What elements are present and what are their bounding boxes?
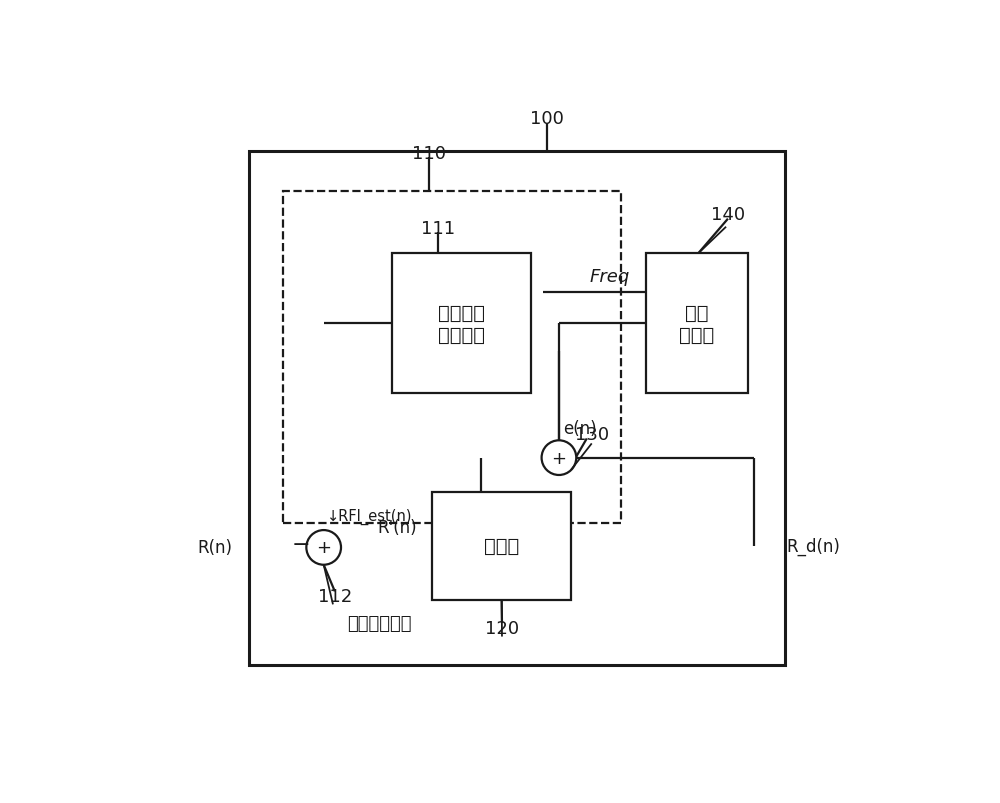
Text: +: + [316,539,331,556]
Text: 截剪器: 截剪器 [484,536,519,556]
Text: −: − [292,535,311,555]
Text: +: + [551,449,566,467]
Text: R'(n): R'(n) [378,519,417,536]
Text: 110: 110 [412,145,446,163]
Circle shape [306,531,341,565]
Bar [432,492,571,601]
Text: e(n): e(n) [563,419,597,437]
Bar [392,254,531,393]
Text: ↓RFI_est(n): ↓RFI_est(n) [327,508,412,524]
Text: R(n): R(n) [197,539,232,556]
Bar [249,152,785,665]
Text: R_d(n): R_d(n) [786,537,840,556]
Circle shape [542,441,576,475]
Text: 140: 140 [711,206,745,224]
Bar [283,192,621,523]
Text: 120: 120 [485,619,519,637]
Text: 112: 112 [318,587,352,605]
Text: 射频干扰
估计装置: 射频干扰 估计装置 [438,303,485,344]
Text: 111: 111 [421,220,455,238]
Text: 100: 100 [530,110,563,128]
Text: Freq: Freq [590,267,630,286]
Bar [646,254,748,393]
Text: 频率
检测器: 频率 检测器 [679,303,714,344]
Text: 信号处理装置: 信号处理装置 [347,614,412,632]
Text: 130: 130 [575,426,609,443]
